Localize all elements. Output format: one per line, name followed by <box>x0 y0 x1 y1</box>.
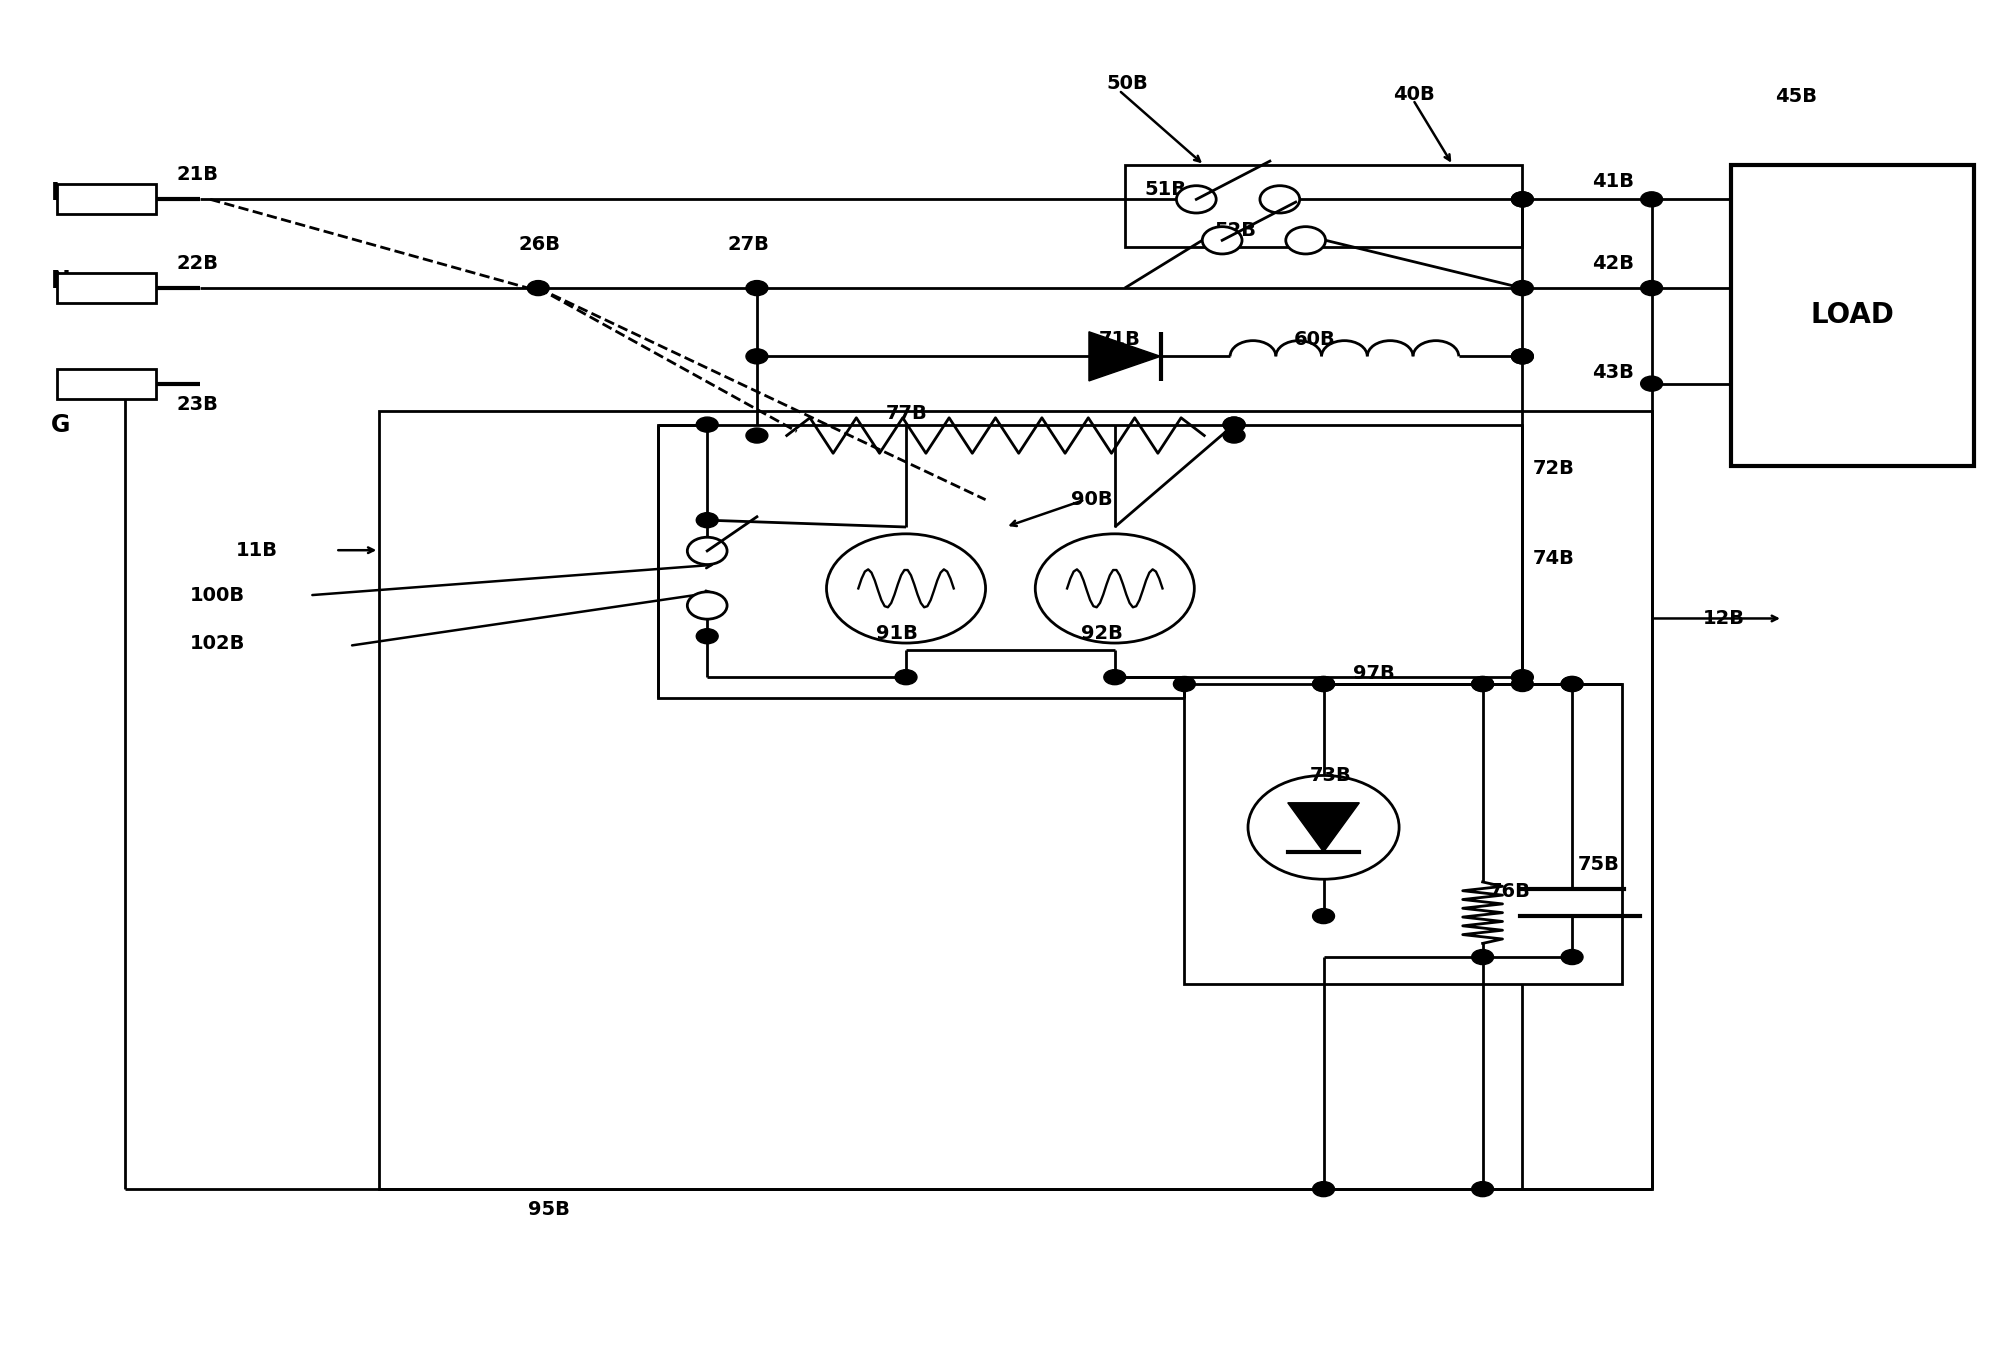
Circle shape <box>1312 677 1334 691</box>
Circle shape <box>1286 227 1326 254</box>
Bar <box>58 368 157 398</box>
Bar <box>1185 684 1623 985</box>
Text: 50B: 50B <box>1107 74 1149 93</box>
Text: 42B: 42B <box>1593 254 1635 274</box>
Text: 23B: 23B <box>177 394 219 413</box>
Text: 11B: 11B <box>237 540 279 560</box>
Bar <box>58 185 157 215</box>
Text: 74B: 74B <box>1533 549 1575 568</box>
Circle shape <box>1561 677 1583 691</box>
Text: 91B: 91B <box>876 624 918 643</box>
Text: 97B: 97B <box>1354 663 1396 683</box>
Circle shape <box>1103 670 1125 684</box>
Circle shape <box>1511 349 1533 364</box>
Bar <box>657 424 1523 698</box>
Text: 52B: 52B <box>1215 222 1256 241</box>
Circle shape <box>1471 677 1493 691</box>
Text: 92B: 92B <box>1081 624 1123 643</box>
Circle shape <box>1641 376 1662 391</box>
Circle shape <box>1561 949 1583 964</box>
Text: LOAD: LOAD <box>1810 301 1893 330</box>
Circle shape <box>1222 428 1244 443</box>
Bar <box>378 410 1653 1189</box>
Circle shape <box>1511 192 1533 207</box>
Circle shape <box>896 670 918 684</box>
Text: 12B: 12B <box>1704 609 1746 628</box>
Bar <box>58 274 157 304</box>
Text: L: L <box>52 181 66 205</box>
Text: G: G <box>52 413 70 436</box>
Circle shape <box>697 417 719 432</box>
Circle shape <box>528 280 550 295</box>
Text: 71B: 71B <box>1099 331 1141 349</box>
Text: 45B: 45B <box>1774 88 1818 107</box>
Circle shape <box>747 349 769 364</box>
Circle shape <box>1177 186 1217 213</box>
Circle shape <box>1641 192 1662 207</box>
Circle shape <box>826 534 986 643</box>
Circle shape <box>697 513 719 528</box>
Text: 77B: 77B <box>886 404 928 423</box>
Text: N: N <box>52 269 72 293</box>
Text: 102B: 102B <box>191 633 245 653</box>
Circle shape <box>1641 280 1662 295</box>
Text: 100B: 100B <box>191 586 245 605</box>
Circle shape <box>697 629 719 644</box>
Text: 27B: 27B <box>727 235 769 254</box>
Text: 73B: 73B <box>1310 766 1352 785</box>
Circle shape <box>1561 677 1583 691</box>
Circle shape <box>1511 677 1533 691</box>
Circle shape <box>1511 349 1533 364</box>
Circle shape <box>1312 908 1334 923</box>
Circle shape <box>1222 417 1244 432</box>
Circle shape <box>1173 677 1195 691</box>
Text: 72B: 72B <box>1533 458 1575 477</box>
Circle shape <box>747 280 769 295</box>
Text: 76B: 76B <box>1489 882 1531 902</box>
Polygon shape <box>1089 332 1161 380</box>
Text: 26B: 26B <box>518 235 559 254</box>
Text: 75B: 75B <box>1579 855 1621 874</box>
Bar <box>1730 166 1973 465</box>
Circle shape <box>1471 677 1493 691</box>
Circle shape <box>1035 534 1195 643</box>
Circle shape <box>1511 280 1533 295</box>
Circle shape <box>747 428 769 443</box>
Polygon shape <box>1288 803 1360 852</box>
Circle shape <box>1471 1182 1493 1197</box>
Text: 22B: 22B <box>177 254 219 274</box>
Circle shape <box>1248 776 1400 880</box>
Text: 21B: 21B <box>177 166 219 185</box>
Text: 51B: 51B <box>1145 181 1187 200</box>
Circle shape <box>1312 677 1334 691</box>
Text: 40B: 40B <box>1394 85 1436 104</box>
Text: 95B: 95B <box>528 1200 569 1219</box>
Text: 90B: 90B <box>1071 490 1113 509</box>
Circle shape <box>687 592 727 620</box>
Circle shape <box>1222 417 1244 432</box>
Circle shape <box>1511 670 1533 684</box>
Text: 43B: 43B <box>1593 364 1635 382</box>
Circle shape <box>1203 227 1242 254</box>
Bar <box>1125 166 1523 248</box>
Circle shape <box>1511 192 1533 207</box>
Circle shape <box>1260 186 1300 213</box>
Circle shape <box>1312 1182 1334 1197</box>
Circle shape <box>1471 949 1493 964</box>
Text: 41B: 41B <box>1593 172 1635 192</box>
Circle shape <box>687 538 727 565</box>
Text: 60B: 60B <box>1294 331 1336 349</box>
